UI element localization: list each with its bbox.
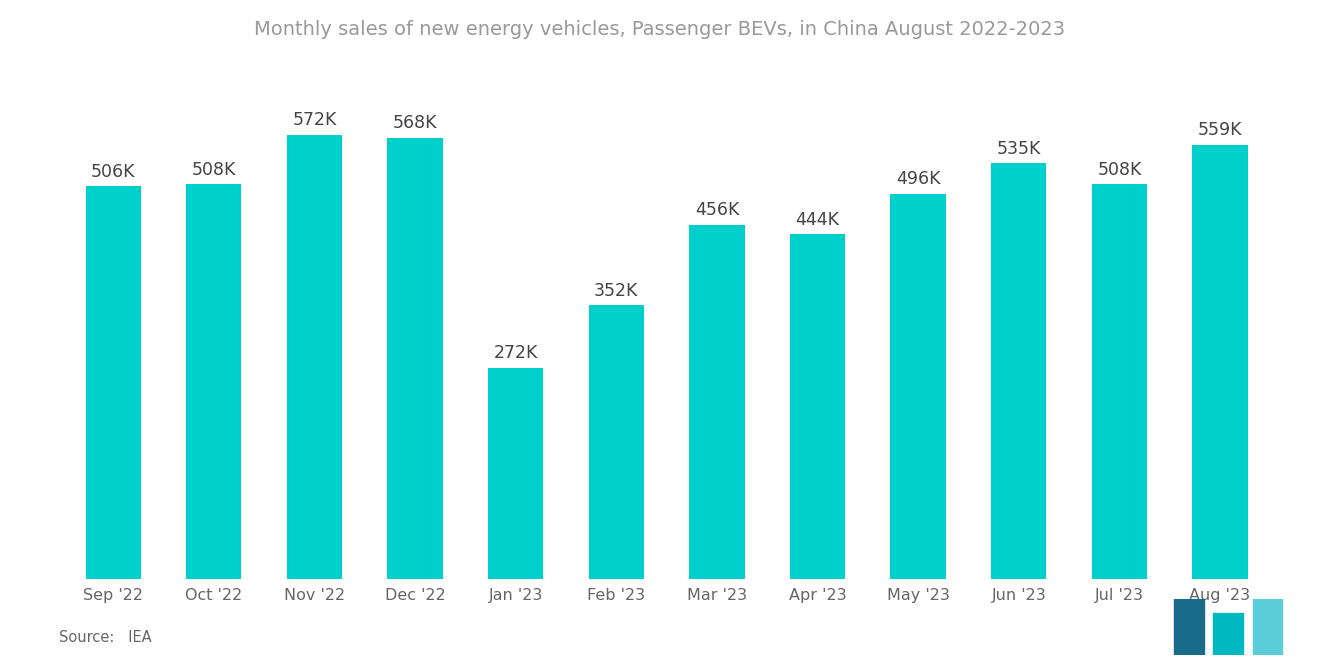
Bar — [1192, 145, 1247, 579]
Text: 559K: 559K — [1197, 122, 1242, 140]
Bar — [991, 164, 1047, 579]
Text: 506K: 506K — [91, 162, 136, 181]
Bar — [488, 368, 544, 579]
Bar — [789, 234, 845, 579]
Text: 352K: 352K — [594, 282, 639, 300]
Bar — [86, 186, 141, 579]
Bar — [891, 194, 946, 579]
Bar — [1092, 184, 1147, 579]
Text: 444K: 444K — [796, 211, 840, 229]
Text: Source:   IEA: Source: IEA — [59, 630, 152, 645]
Text: 456K: 456K — [694, 201, 739, 219]
Bar — [1253, 598, 1282, 655]
Text: Monthly sales of new energy vehicles, Passenger BEVs, in China August 2022-2023: Monthly sales of new energy vehicles, Pa… — [255, 20, 1065, 39]
Bar — [186, 184, 242, 579]
Text: 508K: 508K — [191, 161, 236, 179]
Bar — [1213, 612, 1243, 655]
Text: 572K: 572K — [292, 111, 337, 129]
Text: 496K: 496K — [896, 170, 940, 188]
Text: 568K: 568K — [393, 114, 437, 132]
Text: 272K: 272K — [494, 344, 537, 362]
Text: 508K: 508K — [1097, 161, 1142, 179]
Bar — [589, 305, 644, 579]
Text: 535K: 535K — [997, 140, 1041, 158]
Bar — [286, 135, 342, 579]
Bar — [387, 138, 442, 579]
Bar — [1175, 598, 1204, 655]
Bar — [689, 225, 744, 579]
